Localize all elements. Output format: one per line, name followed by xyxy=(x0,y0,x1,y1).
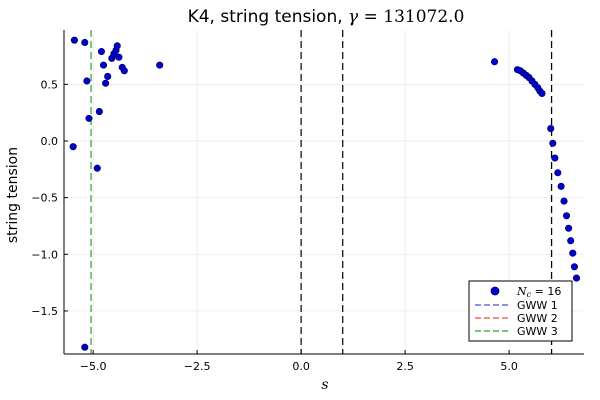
data-point xyxy=(93,164,101,172)
y-tick-label: 0.5 xyxy=(41,78,59,91)
data-point xyxy=(83,77,91,85)
y-tick-label: −0.5 xyxy=(31,192,58,205)
data-point xyxy=(99,61,108,69)
y-tick-label: −1.0 xyxy=(31,248,58,261)
data-point xyxy=(572,274,581,282)
legend: Nc = 16 GWW 1 GWW 2 GWW 3 xyxy=(468,280,573,342)
x-tick-label: −5.0 xyxy=(80,360,107,373)
data-point xyxy=(560,197,568,205)
legend-label-gww-1: GWW 1 xyxy=(517,299,558,312)
chart-title: K4, string tension, γ = 131072.0 xyxy=(188,7,465,27)
data-point xyxy=(549,139,557,147)
x-tick-label: 2.5 xyxy=(396,360,414,373)
y-axis-title: string tension xyxy=(5,147,21,243)
data-point xyxy=(95,108,103,116)
data-point xyxy=(69,143,77,151)
data-point xyxy=(156,61,164,69)
data-point xyxy=(538,89,546,97)
data-point xyxy=(491,58,499,66)
legend-marker-series xyxy=(490,286,500,296)
legend-label-series: Nc = 16 xyxy=(516,285,561,299)
x-ticks: −5.0 −2.5 0.0 2.5 5.0 xyxy=(80,350,518,373)
x-tick-label: −2.5 xyxy=(184,360,211,373)
data-point xyxy=(70,36,78,44)
data-point xyxy=(567,237,575,245)
data-point xyxy=(120,67,128,75)
x-tick-label: 0.0 xyxy=(292,360,310,373)
legend-label-gww-3: GWW 3 xyxy=(517,325,558,338)
data-point xyxy=(554,169,562,177)
data-point xyxy=(547,125,555,133)
data-point xyxy=(569,249,577,257)
legend-label-gww-2: GWW 2 xyxy=(517,312,558,325)
x-tick-label: 5.0 xyxy=(500,360,518,373)
data-point xyxy=(81,38,89,47)
x-axis-title: s xyxy=(321,377,328,393)
data-point xyxy=(81,343,89,351)
scatter-points xyxy=(69,36,581,351)
data-point xyxy=(115,53,123,61)
data-point xyxy=(104,72,112,80)
data-point xyxy=(562,212,571,220)
data-point xyxy=(97,47,105,56)
data-point xyxy=(85,114,93,122)
data-point xyxy=(102,79,110,87)
data-point xyxy=(565,224,573,232)
y-tick-label: 0.0 xyxy=(41,135,59,148)
data-point xyxy=(570,263,578,271)
data-point xyxy=(113,42,121,50)
y-tick-label: −1.5 xyxy=(31,305,58,318)
data-point xyxy=(551,154,559,162)
y-ticks: 0.5 0.0 −0.5 −1.0 −1.5 xyxy=(31,78,68,318)
data-point xyxy=(557,182,565,190)
